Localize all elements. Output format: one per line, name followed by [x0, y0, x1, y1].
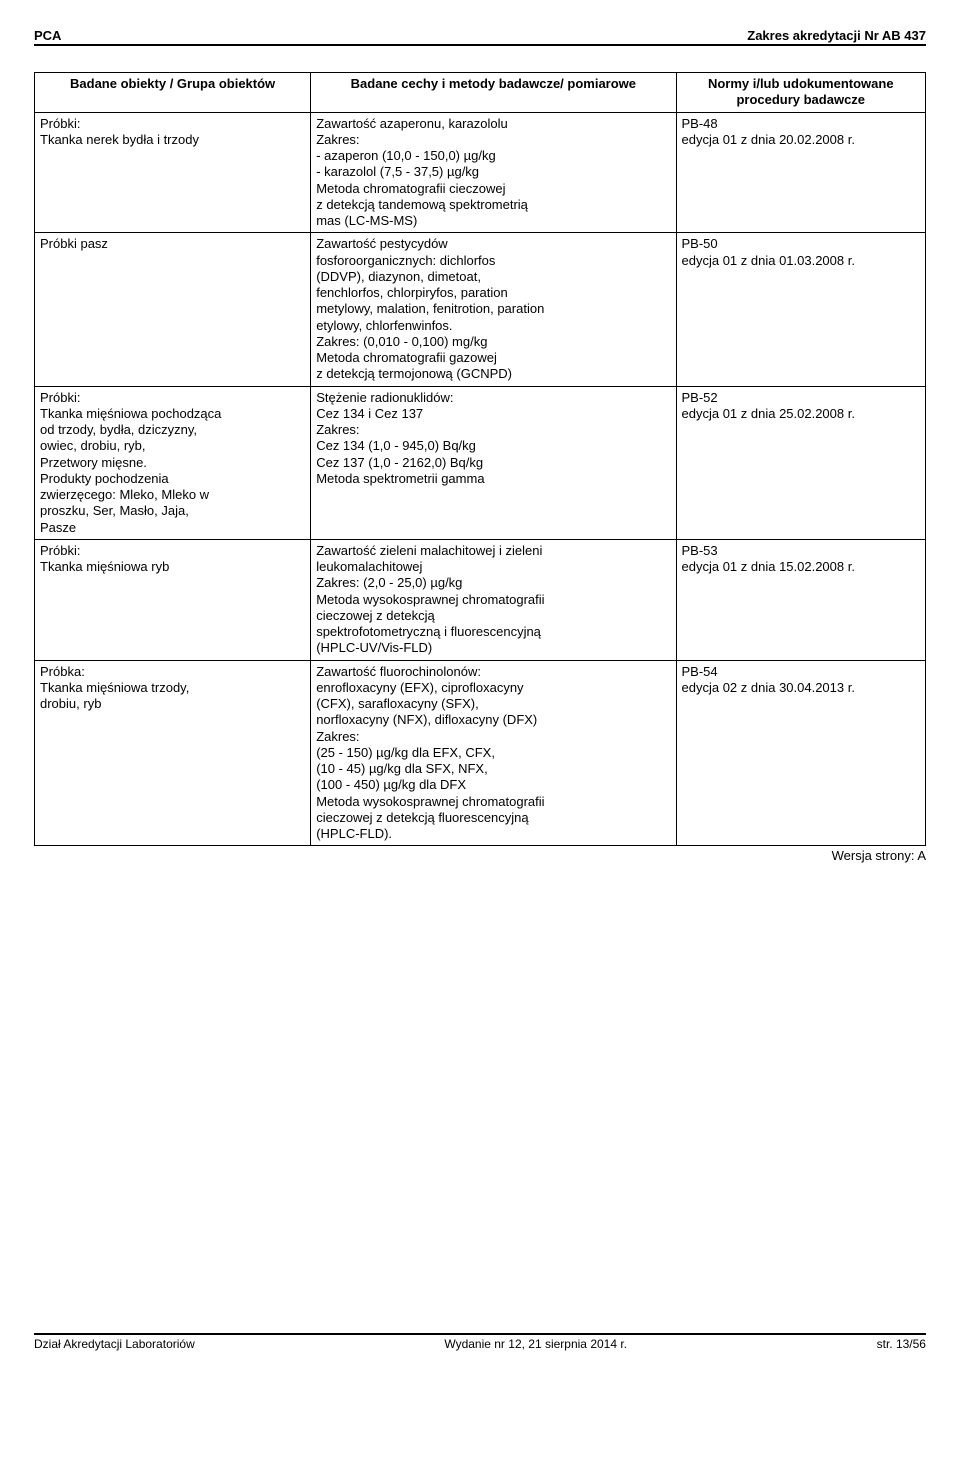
table-cell: Zawartość azaperonu, karazololu Zakres: … — [311, 112, 676, 233]
column-header-objects: Badane obiekty / Grupa obiektów — [35, 73, 311, 113]
page-header: PCA Zakres akredytacji Nr AB 437 — [34, 28, 926, 46]
header-left: PCA — [34, 28, 61, 43]
table-cell: Próbki: Tkanka nerek bydła i trzody — [35, 112, 311, 233]
table-row: Próbki: Tkanka mięśniowa rybZawartość zi… — [35, 539, 926, 660]
table-cell: Zawartość fluorochinolonów: enrofloxacyn… — [311, 660, 676, 846]
table-row: Próbka: Tkanka mięśniowa trzody, drobiu,… — [35, 660, 926, 846]
footer-center: Wydanie nr 12, 21 sierpnia 2014 r. — [444, 1337, 627, 1351]
table-cell: Zawartość pestycydów fosforoorganicznych… — [311, 233, 676, 386]
table-header-row: Badane obiekty / Grupa obiektów Badane c… — [35, 73, 926, 113]
table-cell: Stężenie radionuklidów: Cez 134 i Cez 13… — [311, 386, 676, 539]
column-header-methods: Badane cechy i metody badawcze/ pomiarow… — [311, 73, 676, 113]
table-cell: Zawartość zieleni malachitowej i zieleni… — [311, 539, 676, 660]
table-cell: Próbka: Tkanka mięśniowa trzody, drobiu,… — [35, 660, 311, 846]
table-cell: Próbki pasz — [35, 233, 311, 386]
footer-left: Dział Akredytacji Laboratoriów — [34, 1337, 195, 1351]
page-footer: Dział Akredytacji Laboratoriów Wydanie n… — [34, 1333, 926, 1351]
table-cell: Próbki: Tkanka mięśniowa ryb — [35, 539, 311, 660]
footer-right: str. 13/56 — [877, 1337, 926, 1351]
table-cell: PB-52 edycja 01 z dnia 25.02.2008 r. — [676, 386, 926, 539]
header-right: Zakres akredytacji Nr AB 437 — [747, 28, 926, 43]
table-row: Próbki: Tkanka mięśniowa pochodząca od t… — [35, 386, 926, 539]
version-label: Wersja strony: A — [34, 848, 926, 863]
accreditation-table: Badane obiekty / Grupa obiektów Badane c… — [34, 72, 926, 846]
table-cell: PB-53 edycja 01 z dnia 15.02.2008 r. — [676, 539, 926, 660]
table-row: Próbki: Tkanka nerek bydła i trzodyZawar… — [35, 112, 926, 233]
table-cell: PB-50 edycja 01 z dnia 01.03.2008 r. — [676, 233, 926, 386]
table-cell: Próbki: Tkanka mięśniowa pochodząca od t… — [35, 386, 311, 539]
table-cell: PB-48 edycja 01 z dnia 20.02.2008 r. — [676, 112, 926, 233]
column-header-norms: Normy i/lub udokumentowane procedury bad… — [676, 73, 926, 113]
table-cell: PB-54 edycja 02 z dnia 30.04.2013 r. — [676, 660, 926, 846]
table-row: Próbki paszZawartość pestycydów fosforoo… — [35, 233, 926, 386]
